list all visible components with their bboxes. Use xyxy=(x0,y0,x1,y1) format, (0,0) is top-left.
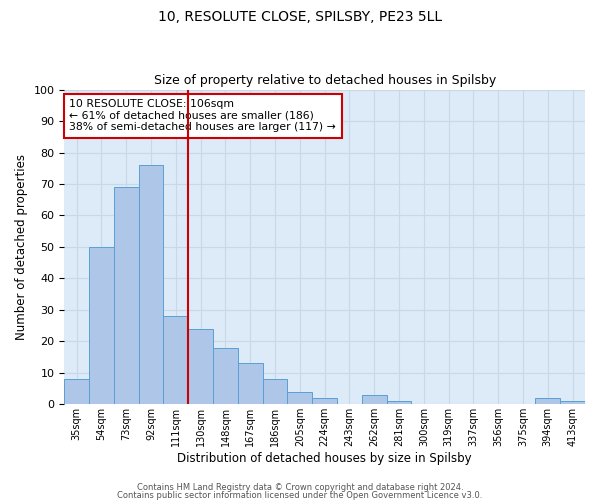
Bar xyxy=(263,379,287,404)
Bar xyxy=(188,329,213,404)
Bar xyxy=(163,316,188,404)
Bar xyxy=(213,348,238,405)
X-axis label: Distribution of detached houses by size in Spilsby: Distribution of detached houses by size … xyxy=(178,452,472,465)
Text: Contains HM Land Registry data © Crown copyright and database right 2024.: Contains HM Land Registry data © Crown c… xyxy=(137,484,463,492)
Bar xyxy=(139,165,163,404)
Text: 10, RESOLUTE CLOSE, SPILSBY, PE23 5LL: 10, RESOLUTE CLOSE, SPILSBY, PE23 5LL xyxy=(158,10,442,24)
Bar xyxy=(312,398,337,404)
Bar xyxy=(287,392,312,404)
Bar xyxy=(64,379,89,404)
Text: 10 RESOLUTE CLOSE: 106sqm
← 61% of detached houses are smaller (186)
38% of semi: 10 RESOLUTE CLOSE: 106sqm ← 61% of detac… xyxy=(70,99,336,132)
Bar xyxy=(535,398,560,404)
Text: Contains public sector information licensed under the Open Government Licence v3: Contains public sector information licen… xyxy=(118,490,482,500)
Y-axis label: Number of detached properties: Number of detached properties xyxy=(15,154,28,340)
Bar xyxy=(89,247,114,404)
Bar xyxy=(238,364,263,405)
Bar xyxy=(362,395,386,404)
Bar xyxy=(386,401,412,404)
Title: Size of property relative to detached houses in Spilsby: Size of property relative to detached ho… xyxy=(154,74,496,87)
Bar xyxy=(560,401,585,404)
Bar xyxy=(114,187,139,404)
